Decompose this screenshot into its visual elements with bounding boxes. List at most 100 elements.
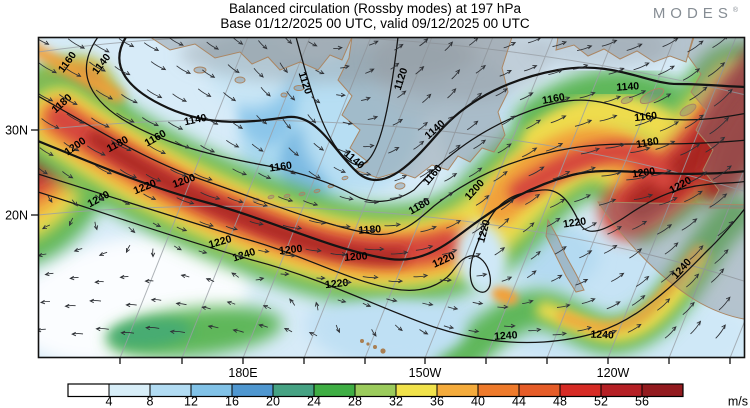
- wind-arrow: [707, 62, 726, 77]
- wind-arrow: [550, 115, 567, 124]
- wind-arrow: [253, 67, 264, 78]
- wind-arrow: [443, 325, 455, 330]
- wind-arrow: [499, 69, 512, 77]
- wind-arrow: [289, 298, 296, 306]
- wind-arrow: [98, 251, 108, 257]
- wind-arrow: [73, 247, 83, 253]
- wind-arrow: [628, 90, 647, 99]
- wind-arrow: [125, 302, 137, 308]
- wind-arrow: [281, 253, 297, 258]
- wind-arrow: [311, 96, 321, 104]
- wind-arrow: [172, 93, 187, 102]
- wind-arrow: [71, 331, 84, 337]
- wind-arrow: [93, 221, 99, 231]
- wind-arrow: [601, 39, 618, 47]
- wind-arrow: [71, 199, 79, 207]
- wind-arrow: [604, 95, 622, 103]
- wind-arrow: [419, 329, 429, 335]
- wind-arrow: [253, 201, 269, 207]
- wind-arrow: [687, 40, 704, 53]
- wind-arrow: [231, 272, 239, 278]
- wind-arrow: [635, 118, 654, 127]
- wind-arrow: [234, 253, 244, 259]
- wind-arrow: [472, 300, 484, 306]
- wind-arrow: [201, 305, 211, 311]
- wind-arrow: [283, 327, 293, 333]
- wind-arrow: [714, 249, 729, 264]
- wind-arrow: [657, 298, 671, 311]
- wind-arrow: [659, 197, 678, 206]
- wind-arrow: [198, 249, 208, 255]
- wind-arrow: [194, 173, 213, 181]
- wind-arrow: [89, 298, 102, 304]
- wind-arrow: [633, 62, 650, 71]
- wind-arrow: [495, 88, 508, 97]
- contour-label: 1200: [631, 165, 656, 180]
- wind-arrow: [152, 222, 162, 228]
- wind-arrow: [340, 64, 350, 70]
- contour-1220: [38, 173, 745, 293]
- wind-arrow: [202, 69, 216, 78]
- wind-arrow: [47, 195, 53, 203]
- contour-label: 1200: [344, 250, 368, 264]
- colorbar-segment: [67, 383, 110, 397]
- wind-arrow: [205, 277, 215, 282]
- wind-arrow: [143, 42, 160, 51]
- wind-arrow: [204, 116, 219, 125]
- wind-arrow: [303, 200, 319, 207]
- wind-arrow: [44, 271, 54, 277]
- registered-mark-icon: ®: [732, 7, 738, 14]
- wind-arrow: [574, 194, 592, 203]
- wind-arrow: [441, 248, 458, 255]
- wind-arrow: [413, 273, 429, 278]
- contour-label: 1220: [324, 277, 349, 291]
- wind-arrow: [447, 306, 459, 311]
- contour-label: 1140: [616, 80, 640, 94]
- wind-arrow: [601, 170, 622, 177]
- wind-arrow: [444, 172, 458, 182]
- wind-arrow: [519, 92, 534, 101]
- wind-arrow: [546, 217, 561, 227]
- wind-arrow: [144, 278, 154, 284]
- wind-arrow: [582, 222, 598, 231]
- wind-arrow: [526, 270, 537, 279]
- wind-arrow: [333, 166, 346, 173]
- wind-arrow: [173, 245, 182, 251]
- wind-arrow: [709, 193, 728, 208]
- wind-arrow: [41, 118, 60, 129]
- wind-arrow: [284, 37, 293, 45]
- wind-arrow: [169, 329, 185, 334]
- wind-arrow: [358, 171, 372, 177]
- wind-arrow: [197, 88, 212, 98]
- colorbar: 4 8 12 16 20 24 28 32 36 40 44 48 52 56 m/s: [67, 383, 748, 408]
- wind-arrow: [682, 68, 701, 81]
- wind-arrow: [655, 140, 676, 150]
- wind-arrow: [361, 96, 371, 102]
- wind-arrow: [232, 328, 244, 333]
- wind-arrow: [659, 121, 680, 132]
- wind-arrow: [125, 244, 131, 254]
- wind-arrow: [278, 196, 294, 203]
- wind-arrow: [227, 64, 240, 74]
- wind-arrow: [611, 272, 625, 282]
- wind-arrow: [690, 320, 702, 335]
- lat-tick-label: 20N: [5, 209, 28, 223]
- wind-arrow: [206, 41, 220, 50]
- wind-arrow: [446, 220, 462, 229]
- wind-arrow: [549, 198, 566, 208]
- contour-1120: [295, 37, 399, 166]
- wind-arrow: [339, 279, 352, 285]
- wind-arrow: [415, 66, 425, 75]
- wind-arrow: [119, 169, 138, 179]
- wind-arrow: [226, 139, 240, 148]
- wind-arrow: [315, 69, 325, 75]
- wind-arrow: [554, 246, 567, 255]
- wind-arrow: [120, 330, 135, 336]
- colorbar-tick-label: 32: [389, 395, 403, 408]
- wind-arrow: [308, 332, 318, 337]
- wind-arrow: [503, 42, 517, 49]
- wind-arrow: [38, 92, 54, 102]
- wind-arrow: [175, 301, 187, 307]
- wind-arrow: [146, 89, 163, 99]
- lon-tick-label: 150W: [409, 366, 442, 380]
